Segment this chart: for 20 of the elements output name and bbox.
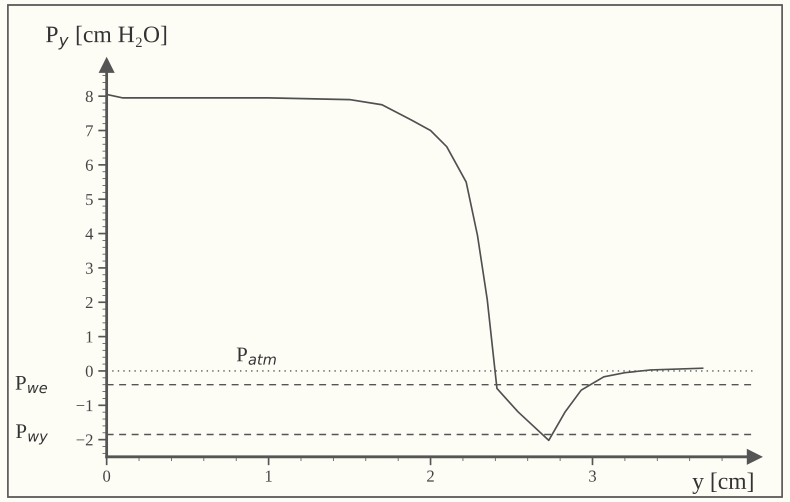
x-tick-label: 1: [266, 470, 272, 482]
y-tick-label: 1: [86, 331, 92, 342]
x-tick-label: 3: [589, 470, 596, 482]
ref-line-label: P$_{we}$: [16, 376, 48, 394]
y-tick-label: 7: [86, 125, 93, 136]
y-axis-title: P$_{y}$ [cm H₂O]: [46, 26, 166, 50]
x-tick-label: 2: [427, 470, 434, 482]
y-tick-label: −2: [76, 434, 93, 446]
ref-line-label: P$_{wy}$: [16, 424, 48, 444]
ref-line-label: P$_{atm}$: [236, 348, 276, 365]
y-tick-label: 0: [86, 366, 93, 377]
y-tick-label: 6: [86, 160, 93, 171]
y-tick-label: 2: [86, 297, 93, 308]
y-tick-label: 8: [86, 90, 93, 102]
y-tick-label: 4: [85, 228, 94, 240]
y-tick-label: 3: [86, 262, 93, 274]
x-axis-title: y [cm]: [692, 472, 753, 494]
x-tick-label: 0: [103, 470, 110, 482]
y-tick-label: −1: [76, 400, 92, 412]
y-tick-label: 5: [86, 194, 93, 206]
